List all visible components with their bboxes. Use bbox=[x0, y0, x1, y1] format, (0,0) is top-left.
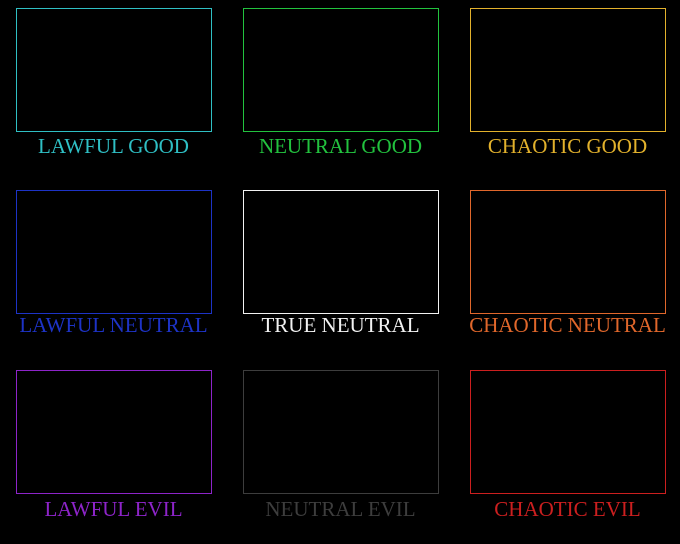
cell-label: LAWFUL EVIL bbox=[44, 497, 182, 521]
cell-frame bbox=[243, 370, 439, 494]
cell-label: CHAOTIC EVIL bbox=[494, 497, 640, 521]
cell-frame bbox=[16, 190, 212, 314]
cell-frame bbox=[16, 370, 212, 494]
cell-label: NEUTRAL EVIL bbox=[265, 497, 415, 521]
cell-label: CHAOTIC GOOD bbox=[488, 134, 647, 158]
cell-frame bbox=[243, 8, 439, 132]
cell-label: CHAOTIC NEUTRAL bbox=[469, 313, 666, 337]
cell-label: TRUE NEUTRAL bbox=[261, 313, 419, 337]
cell-frame bbox=[470, 8, 666, 132]
cell-label: NEUTRAL GOOD bbox=[259, 134, 422, 158]
cell-frame bbox=[243, 190, 439, 314]
cell-label: LAWFUL GOOD bbox=[38, 134, 189, 158]
cell-frame bbox=[470, 190, 666, 314]
cell-frame bbox=[470, 370, 666, 494]
cell-frame bbox=[16, 8, 212, 132]
cell-label: LAWFUL NEUTRAL bbox=[19, 313, 207, 337]
